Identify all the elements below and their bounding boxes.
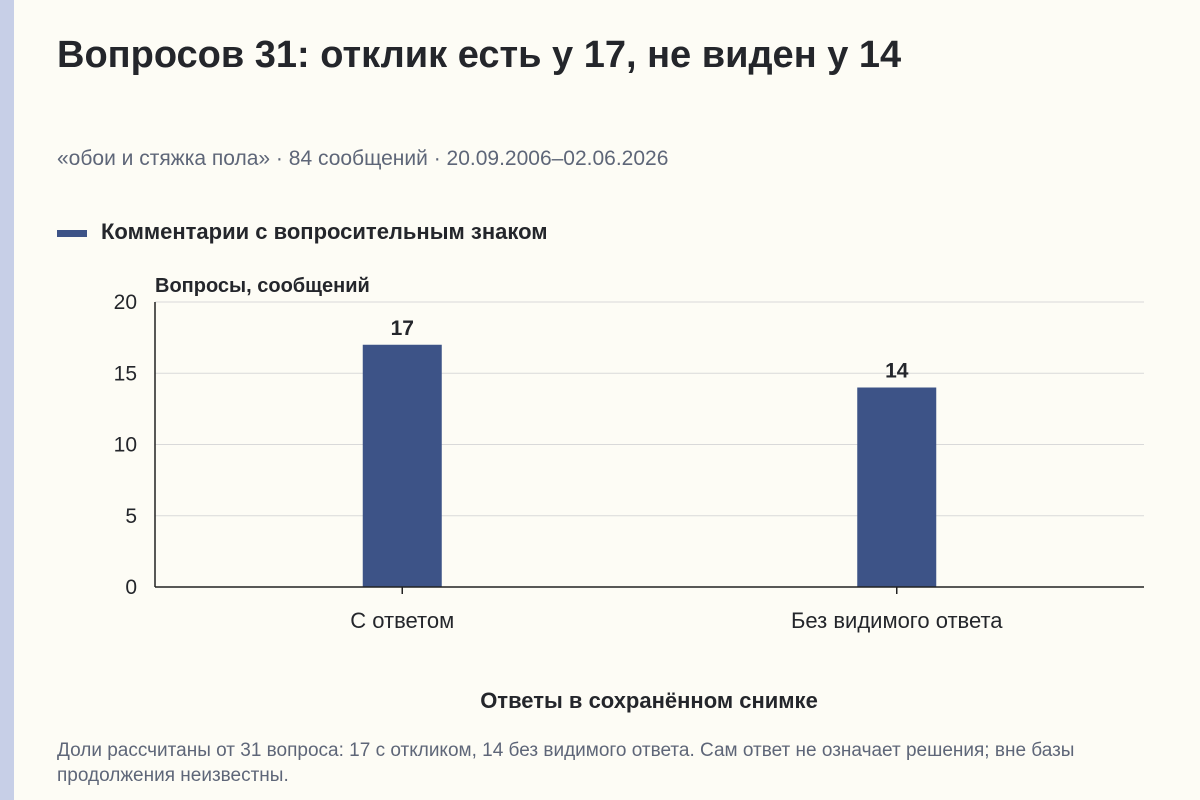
x-axis-label: Ответы в сохранённом снимке [480,688,818,713]
bar [362,344,442,587]
accent-strip [0,0,14,800]
x-tick-label: С ответом [350,608,454,633]
y-axis-label: Вопросы, сообщений [155,275,370,297]
footnote: Доли рассчитаны от 31 вопроса: 17 с откл… [57,740,1075,786]
y-tick-label: 0 [125,576,137,599]
x-tick-label: Без видимого ответа [791,608,1003,633]
data-label: 17 [391,317,414,340]
y-tick-label: 10 [114,434,137,457]
y-tick-label: 15 [114,362,137,385]
legend-label: Комментарии с вопросительным знаком [101,219,548,244]
bar [857,387,937,587]
axis-ticks: 0 5 10 15 20 С ответом Без видимого ответа [114,291,1144,633]
data-label: 14 [885,360,909,383]
bars [362,344,937,587]
y-tick-label: 5 [125,505,137,528]
legend: Комментарии с вопросительным знаком [57,219,548,245]
legend-swatch [57,229,87,237]
page-title: Вопросов 31: отклик есть у 17, не виден … [57,34,902,76]
grid-lines [155,301,1144,517]
page-subtitle: «обои и стяжка пола» · 84 сообщений · 20… [57,147,669,170]
y-tick-label: 20 [114,291,137,314]
